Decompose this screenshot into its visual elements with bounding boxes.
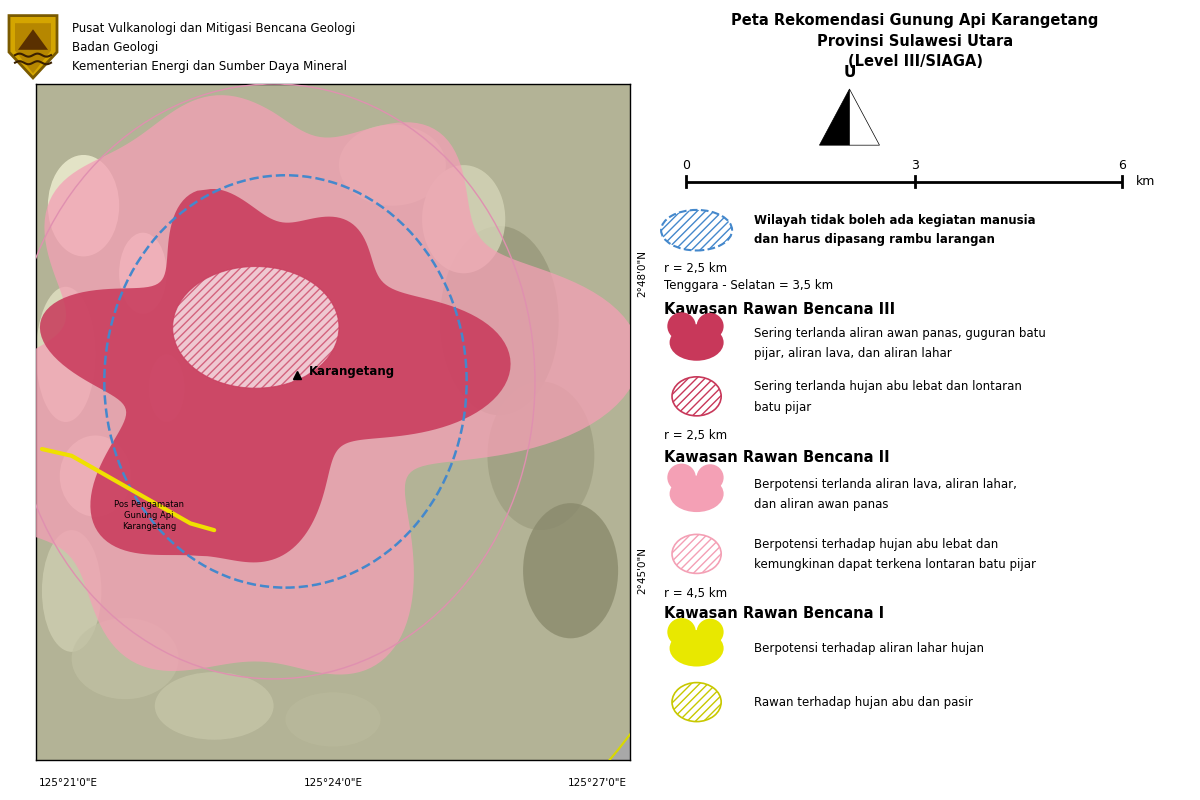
Text: 0: 0	[682, 159, 690, 173]
Ellipse shape	[286, 692, 380, 746]
Text: U: U	[844, 65, 856, 80]
Polygon shape	[0, 95, 640, 674]
Ellipse shape	[72, 618, 179, 699]
Ellipse shape	[440, 226, 559, 415]
Text: 3: 3	[911, 159, 919, 173]
Text: dan harus dipasang rambu larangan: dan harus dipasang rambu larangan	[754, 233, 995, 246]
Text: Tenggara - Selatan = 3,5 km: Tenggara - Selatan = 3,5 km	[664, 278, 833, 291]
Ellipse shape	[36, 287, 96, 422]
Ellipse shape	[48, 155, 119, 256]
Ellipse shape	[422, 165, 505, 274]
Ellipse shape	[670, 630, 724, 666]
Ellipse shape	[0, 0, 749, 800]
Polygon shape	[36, 84, 630, 760]
Text: dan aliran awan panas: dan aliran awan panas	[754, 498, 888, 511]
Ellipse shape	[696, 464, 724, 491]
Text: Rawan terhadap hujan abu dan pasir: Rawan terhadap hujan abu dan pasir	[754, 695, 973, 709]
Text: Karangetang: Karangetang	[310, 365, 395, 378]
Polygon shape	[18, 30, 48, 50]
Text: Provinsi Sulawesi Utara: Provinsi Sulawesi Utara	[817, 34, 1013, 49]
Text: (Level III/SIAGA): (Level III/SIAGA)	[847, 54, 983, 69]
Text: r = 2,5 km: r = 2,5 km	[664, 429, 727, 442]
Ellipse shape	[667, 312, 696, 340]
Ellipse shape	[667, 463, 696, 491]
Text: 2°48'0"N: 2°48'0"N	[637, 250, 647, 297]
Text: 125°21'0"E: 125°21'0"E	[38, 778, 98, 788]
Ellipse shape	[696, 313, 724, 339]
Text: km: km	[1136, 175, 1156, 188]
Ellipse shape	[661, 210, 732, 250]
Text: Kawasan Rawan Bencana I: Kawasan Rawan Bencana I	[664, 606, 884, 621]
Ellipse shape	[338, 125, 446, 206]
Ellipse shape	[672, 377, 721, 416]
Text: r = 4,5 km: r = 4,5 km	[664, 587, 727, 601]
Text: 6: 6	[1118, 159, 1127, 173]
Text: Sering terlanda hujan abu lebat dan lontaran: Sering terlanda hujan abu lebat dan lont…	[754, 381, 1022, 394]
Ellipse shape	[670, 476, 724, 512]
Polygon shape	[14, 23, 52, 74]
Ellipse shape	[149, 354, 185, 422]
Text: Pos Pengamatan
Gunung Api
Karangetang: Pos Pengamatan Gunung Api Karangetang	[114, 500, 184, 531]
Ellipse shape	[523, 503, 618, 638]
Text: Kementerian Energi dan Sumber Daya Mineral: Kementerian Energi dan Sumber Daya Miner…	[72, 60, 347, 73]
Text: kemungkinan dapat terkena lontaran batu pijar: kemungkinan dapat terkena lontaran batu …	[754, 558, 1036, 571]
Text: r = 2,5 km: r = 2,5 km	[664, 262, 727, 275]
Text: Peta Rekomendasi Gunung Api Karangetang: Peta Rekomendasi Gunung Api Karangetang	[731, 14, 1099, 28]
Ellipse shape	[672, 534, 721, 574]
Text: Pusat Vulkanologi dan Mitigasi Bencana Geologi: Pusat Vulkanologi dan Mitigasi Bencana G…	[72, 22, 355, 34]
Text: 125°27'0"E: 125°27'0"E	[568, 778, 628, 788]
Text: Berpotensi terhadap hujan abu lebat dan: Berpotensi terhadap hujan abu lebat dan	[754, 538, 998, 551]
Ellipse shape	[487, 382, 594, 530]
Text: batu pijar: batu pijar	[754, 401, 811, 414]
Text: 125°24'0"E: 125°24'0"E	[304, 778, 362, 788]
Ellipse shape	[155, 672, 274, 740]
Ellipse shape	[42, 530, 101, 652]
Ellipse shape	[696, 618, 724, 646]
Ellipse shape	[119, 233, 167, 314]
Ellipse shape	[670, 324, 724, 361]
Ellipse shape	[60, 435, 131, 517]
Text: Kawasan Rawan Bencana II: Kawasan Rawan Bencana II	[664, 450, 889, 465]
Polygon shape	[850, 89, 880, 145]
Polygon shape	[40, 189, 511, 562]
Polygon shape	[820, 89, 850, 145]
Ellipse shape	[667, 618, 696, 646]
Text: pijar, aliran lava, dan aliran lahar: pijar, aliran lava, dan aliran lahar	[754, 347, 952, 360]
Text: Badan Geologi: Badan Geologi	[72, 42, 158, 54]
Text: Wilayah tidak boleh ada kegiatan manusia: Wilayah tidak boleh ada kegiatan manusia	[754, 214, 1036, 227]
Text: Berpotensi terhadap aliran lahar hujan: Berpotensi terhadap aliran lahar hujan	[754, 642, 984, 654]
Text: Berpotensi terlanda aliran lava, aliran lahar,: Berpotensi terlanda aliran lava, aliran …	[754, 478, 1016, 491]
Ellipse shape	[173, 266, 338, 388]
Text: Sering terlanda aliran awan panas, guguran batu: Sering terlanda aliran awan panas, gugur…	[754, 326, 1046, 340]
Ellipse shape	[672, 682, 721, 722]
Text: Kawasan Rawan Bencana III: Kawasan Rawan Bencana III	[664, 302, 895, 317]
Polygon shape	[10, 15, 58, 78]
Text: 2°45'0"N: 2°45'0"N	[637, 547, 647, 594]
